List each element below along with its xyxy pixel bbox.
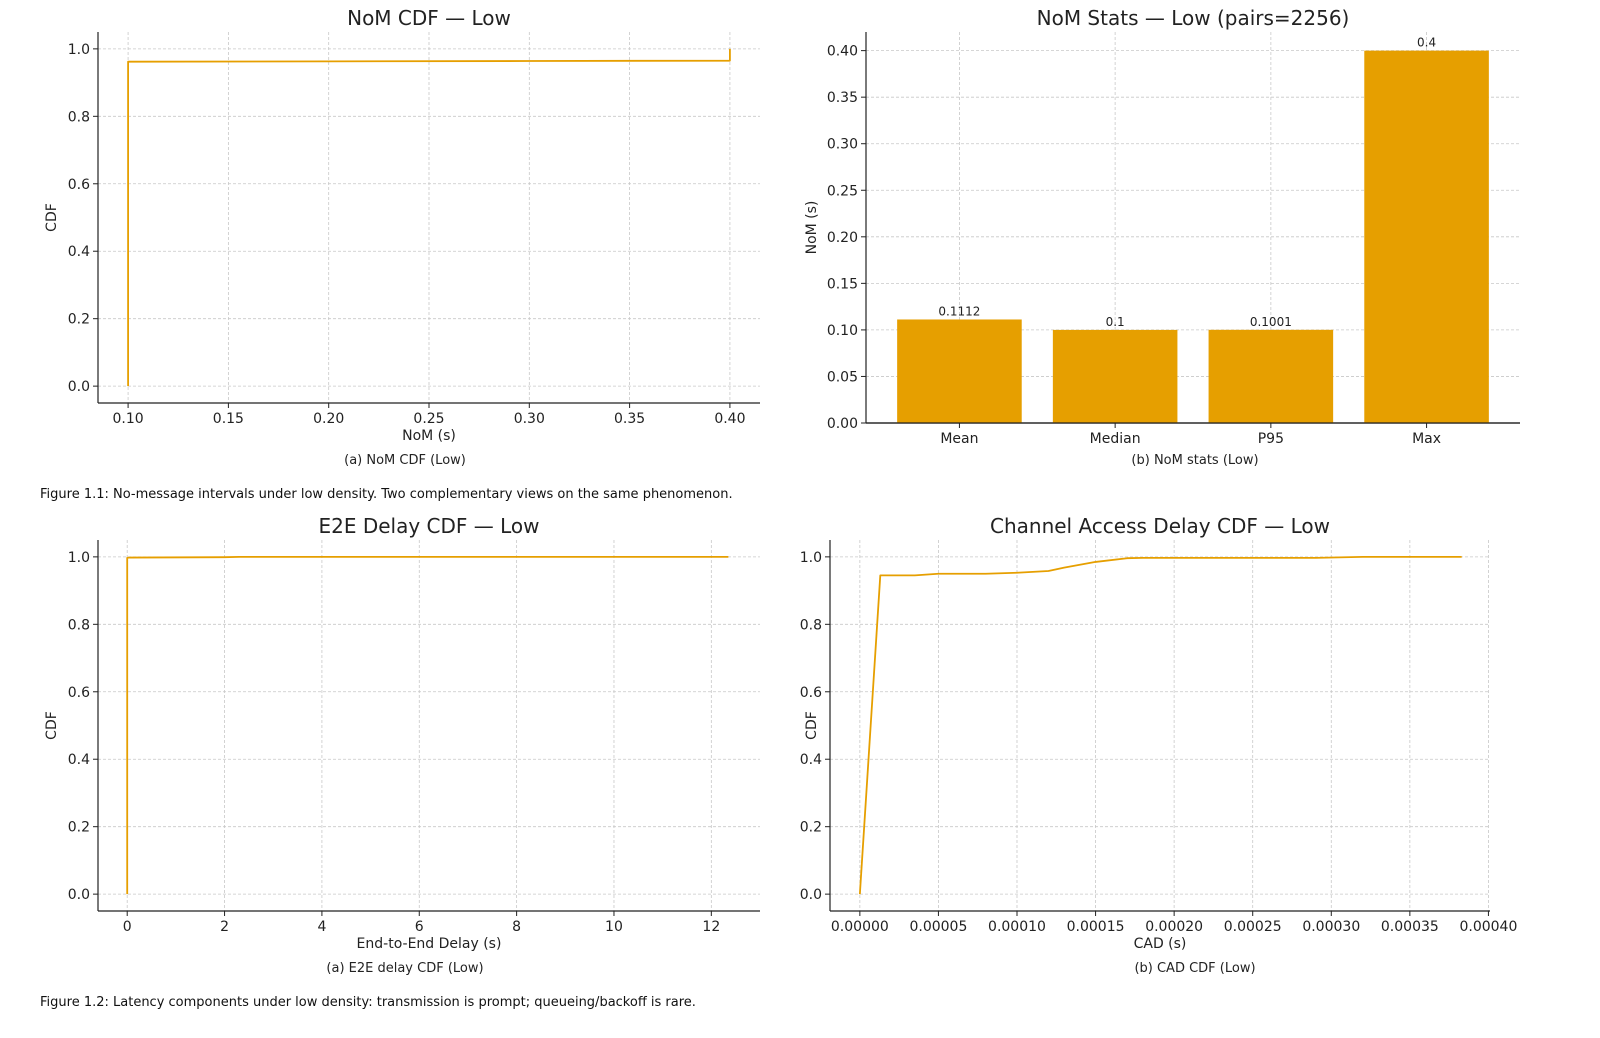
x-tick-label: 0 bbox=[123, 919, 132, 935]
y-tick-label: 0.2 bbox=[800, 820, 822, 836]
y-tick-label: 1.0 bbox=[800, 550, 822, 566]
chart-title: NoM Stats — Low (pairs=2256) bbox=[1037, 6, 1350, 30]
y-tick-label: 0.40 bbox=[827, 44, 858, 60]
nom-cdf-chart: NoM CDF — Low 0.0 0.2 0.4 0.6 0.8 1.0 0.10 0.15 0… bbox=[0, 0, 800, 450]
x-tick-label: 2 bbox=[220, 919, 229, 935]
y-tick-label: 0.30 bbox=[827, 137, 858, 153]
figure-1-caption: Figure 1.1: No-message intervals under l… bbox=[40, 487, 733, 502]
x-tick-label: 0.10 bbox=[113, 411, 144, 427]
y-tick-label: 0.35 bbox=[827, 90, 858, 106]
x-tick-label: 0.00040 bbox=[1459, 919, 1517, 935]
x-tick-label: 0.15 bbox=[213, 411, 244, 427]
x-axis-label: CAD (s) bbox=[1134, 936, 1187, 952]
e2e-cdf-subcaption: (a) E2E delay CDF (Low) bbox=[326, 961, 484, 976]
x-axis-label: End-to-End Delay (s) bbox=[357, 936, 502, 952]
chart-title: NoM CDF — Low bbox=[347, 6, 511, 30]
y-tick-label: 0.0 bbox=[68, 887, 90, 903]
x-axis-label: NoM (s) bbox=[402, 428, 456, 444]
x-tick-label: 0.40 bbox=[714, 411, 745, 427]
bar-median bbox=[1052, 329, 1178, 423]
x-tick-label: 0.25 bbox=[413, 411, 444, 427]
y-axis-label: NoM (s) bbox=[804, 201, 820, 255]
x-tick-label: Mean bbox=[940, 431, 978, 447]
x-tick-label: 0.35 bbox=[614, 411, 645, 427]
cdf-series-line bbox=[127, 48, 731, 387]
y-tick-label: 0.05 bbox=[827, 369, 858, 385]
y-tick-label: 0.6 bbox=[68, 685, 90, 701]
x-tick-label: 0.00025 bbox=[1224, 919, 1282, 935]
nom-cdf-svg: NoM CDF — Low 0.0 0.2 0.4 0.6 0.8 1.0 0.10 0.15 0… bbox=[44, 6, 760, 444]
y-axis-label: CDF bbox=[44, 203, 60, 232]
nom-stats-subcaption: (b) NoM stats (Low) bbox=[1131, 453, 1259, 468]
y-tick-label: 0.0 bbox=[800, 887, 822, 903]
y-tick-label: 0.0 bbox=[68, 379, 90, 395]
bar-data-label: 0.1 bbox=[1106, 315, 1125, 329]
chart-title: Channel Access Delay CDF — Low bbox=[990, 514, 1330, 538]
x-tick-label: 0.00030 bbox=[1302, 919, 1360, 935]
y-tick-label: 0.8 bbox=[68, 109, 90, 125]
y-axis-label: CDF bbox=[44, 711, 60, 740]
chart-title: E2E Delay CDF — Low bbox=[318, 514, 539, 538]
x-tick-label: 0.00000 bbox=[831, 919, 889, 935]
nom-stats-svg: NoM Stats — Low (pairs=2256)0.000.050.10… bbox=[804, 6, 1520, 447]
cad-cdf-subcaption: (b) CAD CDF (Low) bbox=[1134, 961, 1256, 976]
y-tick-label: 1.0 bbox=[68, 42, 90, 58]
cad-cdf-svg: Channel Access Delay CDF — Low 0.0 0.2 0.4 0… bbox=[800, 514, 1518, 952]
y-tick-label: 0.6 bbox=[800, 685, 822, 701]
x-tick-label: 12 bbox=[702, 919, 720, 935]
x-tick-label: P95 bbox=[1258, 431, 1284, 447]
x-tick-label: Median bbox=[1090, 431, 1141, 447]
e2e-cdf-svg: E2E Delay CDF — Low 0.0 0.2 0.4 0.6 0.8 1.0 0 2 4… bbox=[44, 514, 760, 952]
y-tick-label: 1.0 bbox=[68, 550, 90, 566]
cdf-series-line bbox=[858, 555, 1462, 895]
y-tick-label: 0.2 bbox=[68, 312, 90, 328]
x-tick-label: 0.00015 bbox=[1067, 919, 1125, 935]
x-tick-label: 0.20 bbox=[313, 411, 344, 427]
y-tick-label: 0.8 bbox=[68, 617, 90, 633]
x-tick-label: 0.00005 bbox=[909, 919, 967, 935]
nom-cdf-subcaption: (a) NoM CDF (Low) bbox=[344, 453, 466, 468]
x-tick-label: 6 bbox=[415, 919, 424, 935]
bar-max bbox=[1364, 50, 1489, 423]
x-tick-label: 0.00020 bbox=[1145, 919, 1203, 935]
y-tick-label: 0.20 bbox=[827, 230, 858, 246]
y-axis-label: CDF bbox=[804, 711, 820, 740]
y-tick-label: 0.25 bbox=[827, 183, 858, 199]
bar-data-label: 0.4 bbox=[1417, 36, 1436, 50]
y-tick-label: 0.6 bbox=[68, 177, 90, 193]
y-tick-label: 0.4 bbox=[68, 244, 90, 260]
figure-2-caption: Figure 1.2: Latency components under low… bbox=[40, 995, 696, 1010]
x-tick-label: 0.00035 bbox=[1381, 919, 1439, 935]
y-tick-label: 0.2 bbox=[68, 820, 90, 836]
bar-data-label: 0.1112 bbox=[938, 304, 980, 318]
bar-data-label: 0.1001 bbox=[1250, 315, 1292, 329]
x-tick-label: 0.00010 bbox=[988, 919, 1046, 935]
y-tick-label: 0.15 bbox=[827, 276, 858, 292]
x-tick-label: 4 bbox=[317, 919, 326, 935]
x-tick-label: Max bbox=[1412, 431, 1441, 447]
e2e-delay-cdf-chart: E2E Delay CDF — Low 0.0 0.2 0.4 0.6 0.8 1.0 0 2 4… bbox=[0, 508, 800, 958]
y-tick-label: 0.4 bbox=[68, 752, 90, 768]
cdf-series-line bbox=[126, 555, 729, 895]
nom-stats-chart: NoM Stats — Low (pairs=2256) 0.00 0.05 0.10… bbox=[800, 0, 1600, 450]
y-tick-label: 0.00 bbox=[827, 416, 858, 432]
y-tick-label: 0.8 bbox=[800, 617, 822, 633]
bar-mean bbox=[897, 319, 1022, 423]
cad-cdf-chart: Channel Access Delay CDF — Low 0.0 0.2 0.4 0… bbox=[800, 508, 1600, 958]
y-tick-label: 0.4 bbox=[800, 752, 822, 768]
bar-p95 bbox=[1208, 329, 1334, 423]
x-tick-label: 10 bbox=[605, 919, 623, 935]
y-tick-label: 0.10 bbox=[827, 323, 858, 339]
x-tick-label: 0.30 bbox=[514, 411, 545, 427]
x-tick-label: 8 bbox=[512, 919, 521, 935]
